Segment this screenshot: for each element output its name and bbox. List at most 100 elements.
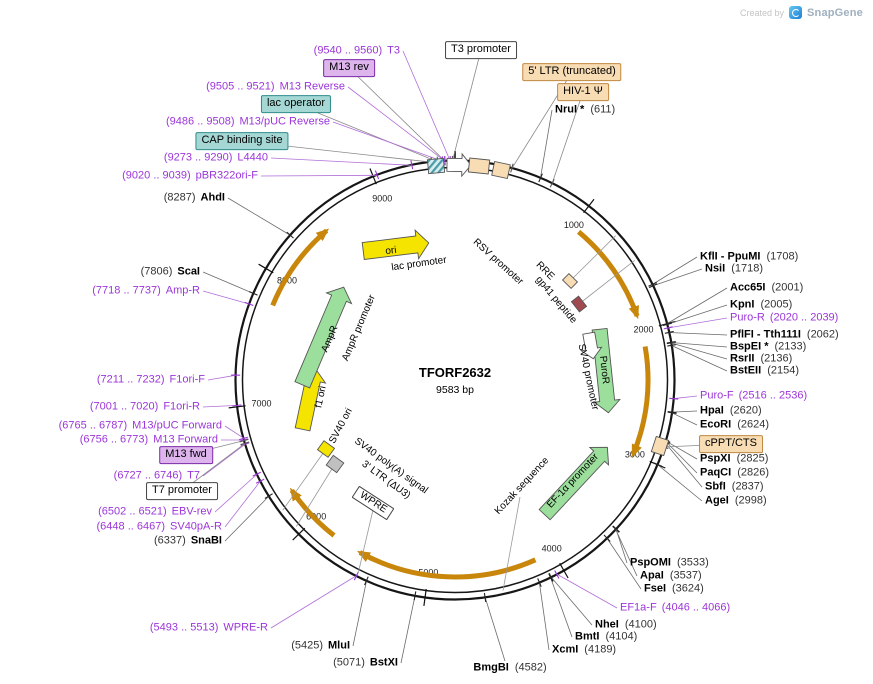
map-label-xcmi[interactable]: XcmI (4189) (552, 643, 617, 656)
feature-gp41-peptide-box[interactable] (570, 295, 588, 313)
feature-shapes[interactable] (290, 152, 670, 524)
feature-label-hiv-1-ψ[interactable]: HIV-1 Ψ (557, 83, 609, 101)
map-label-m13-reverse[interactable]: (9505 .. 9521) M13 Reverse (206, 80, 345, 93)
feature-cppt-cts-box[interactable] (650, 435, 670, 457)
inner-label-f1-ori[interactable]: f1 ori (313, 384, 329, 410)
map-label-bspei[interactable]: BspEI * (2133) (730, 340, 807, 353)
map-label-nsii[interactable]: NsiI (1718) (705, 262, 763, 275)
feature-5-ltr-truncated-box[interactable] (467, 157, 491, 175)
map-label-puro-f[interactable]: Puro-F (2516 .. 2536) (700, 389, 808, 402)
svg-text:5000: 5000 (418, 568, 438, 578)
feature-ampr-arrow[interactable] (290, 282, 356, 390)
map-label-f1ori-r[interactable]: (7001 .. 7020) F1ori-R (89, 400, 200, 413)
map-label-t3[interactable]: (9540 .. 9560) T3 (313, 44, 400, 57)
map-label-sbfi[interactable]: SbfI (2837) (705, 480, 764, 493)
map-label-nhei[interactable]: NheI (4100) (595, 618, 657, 631)
feature-sv40-promoter-arrow[interactable] (579, 331, 604, 360)
feature-ori-arrow[interactable] (361, 228, 430, 266)
feature-label-m13-rev[interactable]: M13 rev (323, 59, 375, 77)
map-label-acc65i[interactable]: Acc65I (2001) (730, 281, 804, 294)
feature-label-cppt-cts[interactable]: cPPT/CTS (699, 435, 763, 453)
map-label-nrui[interactable]: NruI * (611) (555, 103, 616, 116)
map-label-wpre-r[interactable]: (5493 .. 5513) WPRE-R (149, 621, 268, 634)
map-label-fsei[interactable]: FseI (3624) (644, 582, 704, 595)
map-label-m13-puc-reverse[interactable]: (9486 .. 9508) M13/pUC Reverse (166, 115, 330, 128)
map-label-ebv-rev[interactable]: (6502 .. 6521) EBV-rev (98, 505, 212, 518)
feature-orf-arc-top-right[interactable] (576, 229, 640, 320)
map-label-ecori[interactable]: EcoRI (2624) (700, 418, 769, 431)
map-label-ef1a-f[interactable]: EF1a-F (4046 .. 4066) (620, 601, 731, 614)
map-label-hpai[interactable]: HpaI (2620) (700, 404, 762, 417)
map-label-bsteii[interactable]: BstEII (2154) (730, 364, 799, 377)
feature-3-ltr-du3-box[interactable] (325, 454, 345, 474)
map-label-kfli-ppumi[interactable]: KflI - PpuMI (1708) (700, 250, 799, 263)
map-label-apai[interactable]: ApaI (3537) (640, 569, 702, 582)
feature-label-lac-operator[interactable]: lac operator (260, 95, 332, 113)
leader-lines (181, 49, 732, 664)
feature-rsv-promoter-arrow[interactable] (446, 152, 472, 178)
map-label-pflfi-tth111i[interactable]: PflFI - Tth111I (2062) (730, 328, 839, 341)
watermark-created-by: Created by (739, 7, 784, 18)
inner-label-ampr[interactable]: AmpR (319, 324, 341, 354)
feature-orf-arc-left[interactable] (270, 228, 330, 307)
inner-label-kozak-sequence[interactable]: Kozak sequence (492, 455, 552, 517)
map-label-sv40pa-r[interactable]: (6448 .. 6467) SV40pA-R (96, 520, 222, 533)
inner-label-ori[interactable]: ori (384, 244, 398, 258)
map-label-puro-r[interactable]: Puro-R (2020 .. 2039) (730, 311, 839, 324)
svg-text:4000: 4000 (542, 544, 562, 554)
inner-label-ef-1α-promoter[interactable]: EF-1α promoter (545, 451, 601, 511)
svg-text:9000: 9000 (372, 193, 392, 203)
feature-label-m13-fwd[interactable]: M13 fwd (159, 446, 213, 464)
map-label-bstxi[interactable]: (5071) BstXI (333, 656, 398, 669)
map-label-agei[interactable]: AgeI (2998) (705, 494, 767, 507)
orf-arcs[interactable] (270, 228, 651, 580)
svg-text:6000: 6000 (306, 511, 326, 521)
map-label-ahdi[interactable]: (8287) AhdI (163, 191, 225, 204)
map-label-amp-r[interactable]: (7718 .. 7737) Amp-R (92, 284, 200, 297)
map-label-t7[interactable]: (6727 .. 6746) T7 (113, 469, 200, 482)
feature-label-t3-promoter[interactable]: T3 promoter (445, 41, 517, 59)
map-label-scai[interactable]: (7806) ScaI (140, 265, 200, 278)
map-label-paqci[interactable]: PaqCI (2826) (700, 466, 769, 479)
feature-orf-arc-bottom[interactable] (357, 550, 537, 580)
feature-lac-operator-region-box[interactable] (426, 157, 446, 175)
snapgene-logo-icon (788, 6, 802, 19)
feature-sv40-polya-box[interactable] (316, 440, 336, 458)
watermark-brand: SnapGene (806, 6, 863, 19)
inner-label-sv40-ori[interactable]: SV40 ori (327, 406, 355, 446)
inner-label-ampr-promoter[interactable]: AmpR promoter (340, 293, 378, 363)
inner-label-wpre[interactable]: WPRE (351, 485, 395, 521)
map-label-kpni[interactable]: KpnI (2005) (730, 298, 793, 311)
feature-orf-arc-right[interactable] (630, 346, 651, 458)
map-label-m13-puc-forward[interactable]: (6765 .. 6787) M13/pUC Forward (58, 419, 222, 432)
inner-label-lac-promoter[interactable]: lac promoter (390, 254, 448, 274)
feature-ef1a-promoter-arrow[interactable] (535, 439, 616, 524)
map-label-snabi[interactable]: (6337) SnaBI (154, 534, 222, 547)
inner-label-puror[interactable]: PuroR (597, 355, 611, 385)
map-label-f1ori-f[interactable]: (7211 .. 7232) F1ori-F (96, 373, 205, 386)
map-label-pspxi[interactable]: PspXI (2825) (700, 452, 769, 465)
feature-label-5-ltr-truncated[interactable]: 5' LTR (truncated) (522, 63, 622, 81)
feature-label-cap-binding-site[interactable]: CAP binding site (195, 132, 289, 150)
svg-text:1000: 1000 (564, 220, 584, 230)
feature-label-t7-promoter[interactable]: T7 promoter (146, 482, 218, 500)
feature-orf-arc-bottom-left[interactable] (289, 487, 336, 538)
map-label-bmgbi[interactable]: BmgBI (4582) (473, 661, 547, 674)
map-label-pspomi[interactable]: PspOMI (3533) (630, 556, 709, 569)
map-label-l4440[interactable]: (9273 .. 9290) L4440 (163, 151, 268, 164)
plasmid-name: TFORF2632 (418, 365, 492, 380)
inner-label-sv40-promoter[interactable]: SV40 promoter (575, 342, 601, 412)
map-label-bmti[interactable]: BmtI (4104) (575, 630, 638, 643)
map-label-rsrii[interactable]: RsrII (2136) (730, 352, 793, 365)
map-label-m13-forward[interactable]: (6756 .. 6773) M13 Forward (79, 433, 218, 446)
feature-hiv1-psi-box[interactable] (491, 160, 511, 180)
map-label-mlui[interactable]: (5425) MluI (291, 639, 350, 652)
feature-rre-box[interactable] (561, 272, 579, 290)
inner-label-rsv-promoter[interactable]: RSV promoter (470, 236, 526, 288)
inner-label-gp41-peptide[interactable]: gp41 peptide (533, 274, 579, 326)
map-label-pbr322ori-f[interactable]: (9020 .. 9039) pBR322ori-F (122, 169, 258, 182)
